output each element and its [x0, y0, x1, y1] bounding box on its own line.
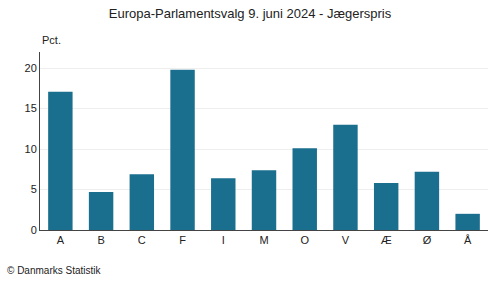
svg-text:I: I: [222, 234, 225, 246]
svg-text:10: 10: [25, 143, 37, 155]
svg-text:0: 0: [31, 224, 37, 236]
svg-text:M: M: [259, 234, 268, 246]
svg-text:Å: Å: [464, 234, 472, 246]
svg-text:15: 15: [25, 102, 37, 114]
svg-text:Europa-Parlamentsvalg 9. juni: Europa-Parlamentsvalg 9. juni 2024 - Jæg…: [109, 6, 392, 21]
svg-text:Ø: Ø: [423, 234, 432, 246]
svg-text:C: C: [138, 234, 146, 246]
svg-text:20: 20: [25, 62, 37, 74]
svg-text:V: V: [342, 234, 350, 246]
svg-text:© Danmarks Statistik: © Danmarks Statistik: [7, 265, 102, 276]
svg-text:O: O: [300, 234, 309, 246]
svg-text:Æ: Æ: [381, 234, 392, 246]
svg-text:5: 5: [31, 183, 37, 195]
svg-text:Pct.: Pct.: [42, 34, 61, 46]
svg-text:A: A: [57, 234, 65, 246]
svg-text:B: B: [97, 234, 104, 246]
svg-text:F: F: [179, 234, 186, 246]
